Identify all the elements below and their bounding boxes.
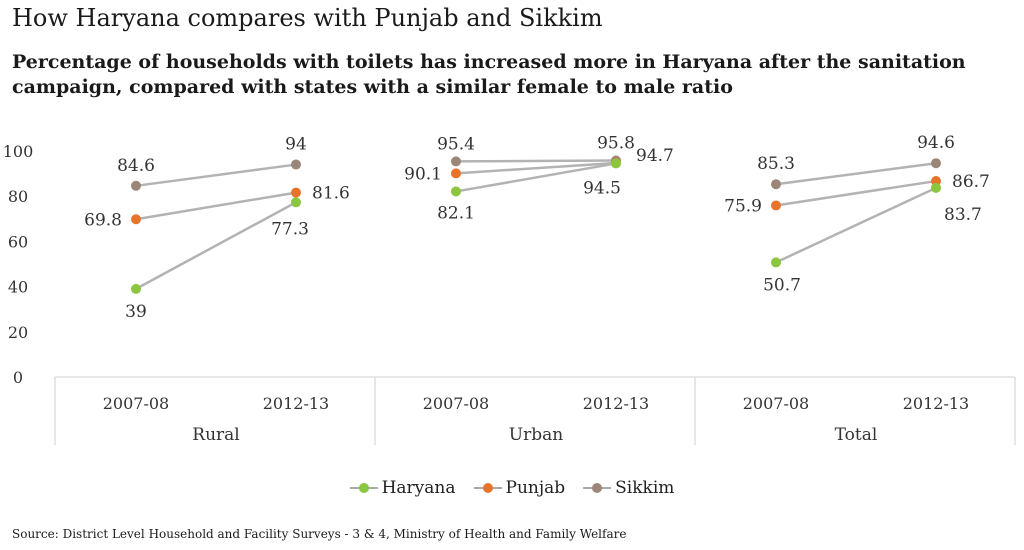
chart-legend: Haryana Punjab Sikkim	[0, 478, 1024, 498]
data-point-haryana	[771, 257, 781, 268]
series-line-punjab	[775, 179, 937, 207]
x-tick-label: 2012-13	[263, 394, 329, 413]
data-label-haryana: 82.1	[437, 203, 475, 223]
series-line-punjab	[455, 161, 617, 175]
chart-title: How Haryana compares with Punjab and Sik…	[12, 4, 603, 32]
data-point-sikkim	[931, 158, 941, 169]
group-label: Total	[835, 425, 878, 445]
data-label-punjab: 90.1	[404, 164, 442, 184]
legend-label: Punjab	[505, 478, 566, 498]
series-line-haryana	[135, 201, 297, 290]
legend-label: Haryana	[381, 478, 456, 498]
series-line-sikkim	[775, 161, 937, 186]
x-tick-label: 2007-08	[423, 394, 489, 413]
data-label-sikkim: 94	[285, 135, 307, 155]
data-label-haryana: 50.7	[763, 275, 801, 295]
data-point-sikkim	[291, 159, 301, 170]
x-tick-label: 2007-08	[103, 394, 169, 413]
data-label-sikkim: 95.4	[437, 134, 475, 154]
series-line-haryana	[775, 186, 937, 264]
data-label-sikkim: 85.3	[757, 154, 795, 174]
chart-subtitle: Percentage of households with toilets ha…	[12, 51, 966, 98]
data-point-sikkim	[771, 179, 781, 190]
data-label-punjab: 86.7	[952, 172, 990, 192]
data-point-haryana	[451, 186, 461, 197]
data-label-punjab: 94.7	[636, 146, 674, 166]
data-point-haryana	[131, 283, 141, 294]
y-tick-label: 60	[8, 232, 28, 251]
data-point-sikkim	[131, 180, 141, 191]
data-label-haryana: 94.5	[583, 178, 621, 198]
legend-label: Sikkim	[615, 478, 675, 498]
data-point-punjab	[131, 214, 141, 225]
data-point-punjab	[291, 187, 301, 198]
legend-item-haryana: Haryana	[349, 478, 456, 498]
x-tick-label: 2007-08	[743, 394, 809, 413]
legend-swatch	[473, 483, 502, 493]
data-point-haryana	[611, 158, 621, 169]
data-label-punjab: 69.8	[84, 210, 122, 230]
y-tick-label: 0	[13, 368, 23, 387]
data-label-sikkim: 84.6	[117, 156, 155, 176]
data-point-punjab	[771, 200, 781, 211]
group-label: Urban	[509, 425, 563, 445]
legend-swatch	[349, 483, 378, 493]
data-label-punjab: 81.6	[312, 184, 350, 204]
y-tick-label: 20	[8, 323, 28, 342]
data-label-haryana: 39	[125, 302, 147, 322]
legend-swatch	[583, 483, 612, 493]
chart-plot: 0 20 40 60 80 100 2007-08 2012-13 Rural 2007-08 20…	[3, 133, 1016, 445]
x-tick-label: 2012-13	[903, 394, 969, 413]
legend-item-punjab: Punjab	[473, 478, 566, 498]
y-tick-label: 100	[3, 142, 34, 161]
data-label-sikkim: 94.6	[917, 133, 955, 153]
series-line-punjab	[135, 191, 297, 221]
data-point-haryana	[291, 197, 301, 208]
group-label: Rural	[192, 425, 239, 445]
data-point-haryana	[931, 182, 941, 193]
data-point-sikkim	[451, 156, 461, 167]
data-label-sikkim: 95.8	[597, 133, 635, 153]
legend-item-sikkim: Sikkim	[583, 478, 674, 498]
y-tick-label: 40	[8, 278, 28, 297]
data-label-punjab: 75.9	[724, 196, 762, 216]
data-point-punjab	[451, 168, 461, 179]
series-line-haryana	[455, 162, 617, 193]
data-label-haryana: 77.3	[271, 219, 309, 239]
x-tick-label: 2012-13	[583, 394, 649, 413]
y-tick-label: 80	[8, 187, 28, 206]
data-label-haryana: 83.7	[944, 205, 982, 225]
source-note: Source: District Level Household and Fac…	[12, 527, 627, 541]
series-line-sikkim	[135, 163, 297, 188]
series-line-sikkim	[455, 159, 617, 163]
